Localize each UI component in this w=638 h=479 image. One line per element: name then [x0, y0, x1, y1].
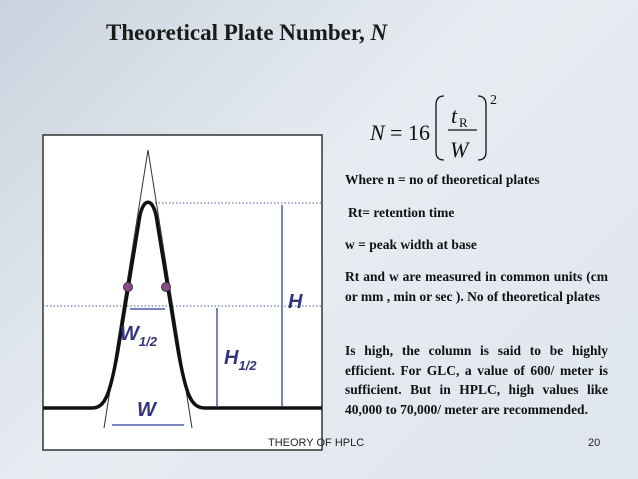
paragraph: w = peak width at base	[345, 237, 477, 252]
diagram-frame	[42, 134, 323, 451]
footer-text: THEORY OF HPLC	[268, 437, 365, 449]
diagram-labels: H W1/2 H1/2 W	[120, 291, 303, 421]
title-text: Theoretical Plate Number,	[106, 20, 371, 45]
slide-title: Theoretical Plate Number, N	[106, 20, 387, 46]
label-h: H	[288, 291, 303, 313]
half-point-left	[123, 282, 133, 292]
formula-lhs: N	[369, 120, 386, 145]
page-number: 20	[588, 437, 601, 449]
formula: N = 16 t R W 2	[369, 93, 497, 162]
formula-equals: =	[390, 120, 402, 145]
half-point-right	[161, 282, 171, 292]
title-symbol: N	[370, 20, 388, 45]
paren-right	[477, 95, 487, 161]
label-w-half: W1/2	[120, 323, 158, 349]
label-w: W	[137, 399, 158, 421]
peak-curve	[43, 200, 322, 410]
formula-exponent: 2	[490, 93, 497, 108]
formula-numerator: t	[451, 103, 458, 128]
formula-coefficient: 16	[408, 120, 430, 145]
formula-numerator-sub: R	[459, 115, 468, 130]
label-h-half: H1/2	[224, 347, 257, 373]
paragraph: Is high, the column is said to be highly…	[345, 343, 608, 417]
label-h-half-sub: 1/2	[238, 358, 257, 373]
label-h-half-main: H	[224, 347, 239, 369]
label-w-half-main: W	[120, 323, 141, 345]
label-w-half-sub: 1/2	[139, 334, 158, 349]
formula-denominator: W	[450, 137, 470, 162]
paragraph: Where n = no of theoretical plates	[345, 172, 540, 187]
paragraph: Rt and w are measured in common units (c…	[345, 269, 608, 304]
paren-left	[435, 95, 445, 161]
paragraph: Rt= retention time	[348, 205, 455, 220]
